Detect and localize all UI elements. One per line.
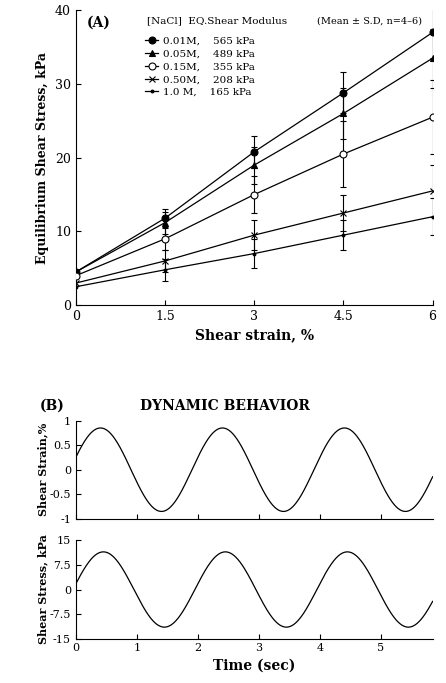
- Legend: 0.01M,    565 kPa, 0.05M,    489 kPa, 0.15M,    355 kPa, 0.50M,    208 kPa, 1.0 : 0.01M, 565 kPa, 0.05M, 489 kPa, 0.15M, 3…: [145, 36, 255, 97]
- Text: (Mean ± S.D, n=4–6): (Mean ± S.D, n=4–6): [317, 16, 422, 25]
- Text: (B): (B): [40, 399, 65, 413]
- Text: DYNAMIC BEHAVIOR: DYNAMIC BEHAVIOR: [140, 399, 310, 413]
- X-axis label: Time (sec): Time (sec): [213, 659, 295, 673]
- Y-axis label: Equilibrium Shear Stress, kPa: Equilibrium Shear Stress, kPa: [37, 52, 50, 264]
- Text: [NaCl]  EQ.Shear Modulus: [NaCl] EQ.Shear Modulus: [147, 16, 287, 25]
- X-axis label: Shear strain, %: Shear strain, %: [194, 329, 314, 343]
- Y-axis label: Shear Strain,%: Shear Strain,%: [37, 423, 48, 516]
- Text: (A): (A): [87, 16, 111, 30]
- Y-axis label: Shear Stress, kPa: Shear Stress, kPa: [37, 535, 48, 645]
